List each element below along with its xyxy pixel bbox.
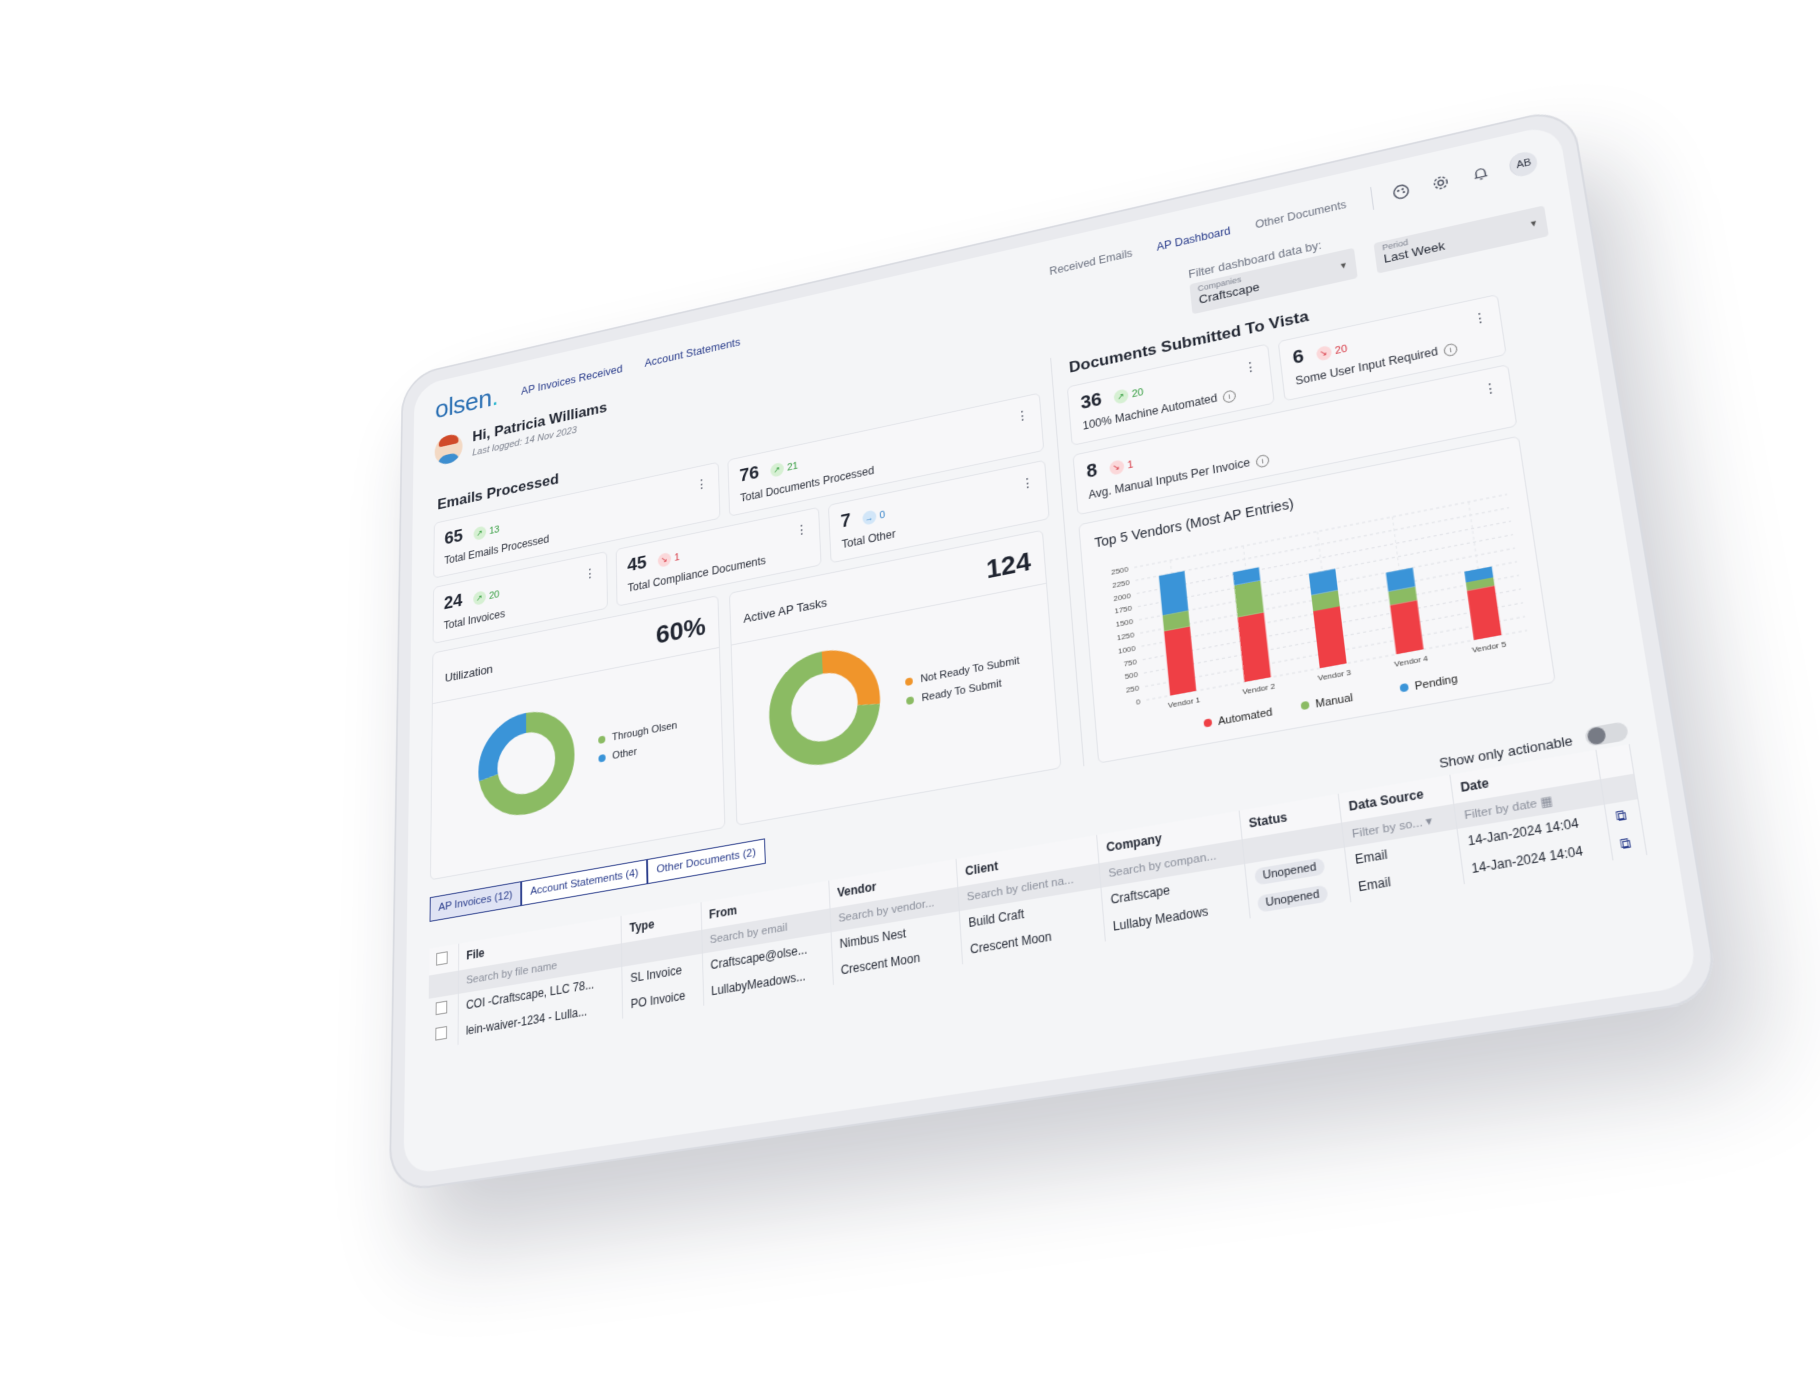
account-avatar[interactable]: AB: [1508, 150, 1539, 179]
vista-column: Documents Submitted To Vista 36 ↗ 20 100%…: [1050, 261, 1556, 766]
trend-badge: ↗ 20: [473, 588, 499, 607]
y-tick-label: 1750: [1114, 604, 1132, 616]
actionable-toggle[interactable]: [1584, 721, 1629, 747]
trend-up-icon: ↗: [770, 462, 784, 478]
tablet-device: olsen. AP Invoices Received Account Stat…: [389, 106, 1721, 1194]
trend-badge: ↘ 1: [1109, 457, 1134, 476]
more-vert-icon[interactable]: ⋮: [1482, 379, 1499, 398]
tasks-legend: Not Ready To Submit Ready To Submit: [905, 647, 1022, 714]
active-ap-tasks-value: 124: [985, 546, 1032, 584]
trend-badge: → 0: [862, 508, 886, 526]
y-tick-label: 2000: [1113, 591, 1131, 603]
trend-badge: ↘ 1: [657, 550, 679, 568]
status-badge: Unopened: [1256, 885, 1328, 913]
legend-swatch-manual: [1301, 701, 1310, 710]
more-vert-icon[interactable]: ⋮: [795, 521, 808, 539]
nav-ap-dashboard[interactable]: AP Dashboard: [1156, 225, 1231, 254]
active-ap-tasks-card: Active AP Tasks 124 Not Ready To Submit …: [729, 530, 1061, 826]
kpi-value: 36: [1080, 389, 1103, 414]
y-tick-label: 2500: [1111, 565, 1129, 577]
kpi-value: 76: [739, 463, 759, 487]
legend-automated: Automated: [1217, 706, 1273, 728]
info-icon[interactable]: i: [1255, 454, 1269, 469]
info-icon[interactable]: i: [1443, 343, 1458, 358]
nav-ap-invoices-received[interactable]: AP Invoices Received: [521, 363, 622, 398]
utilization-card: Utilization 60% Through Olsen Other: [430, 595, 725, 880]
kpi-value: 7: [840, 510, 851, 533]
y-tick-label: 1000: [1118, 643, 1136, 655]
kpi-value: 6: [1292, 346, 1305, 369]
more-vert-icon[interactable]: ⋮: [695, 475, 708, 492]
y-tick-label: 750: [1123, 657, 1137, 669]
utilization-title: Utilization: [445, 661, 493, 684]
tasks-donut: [762, 635, 888, 780]
olsen-logo[interactable]: olsen.: [435, 383, 498, 425]
more-vert-icon[interactable]: ⋮: [584, 565, 596, 582]
bar-automated-2[interactable]: [1238, 612, 1271, 682]
y-tick-label: 0: [1136, 697, 1141, 707]
kpi-value: 45: [627, 553, 647, 577]
bar-manual-2[interactable]: [1234, 580, 1264, 617]
y-tick-label: 1250: [1116, 630, 1134, 642]
legend-pending: Pending: [1414, 673, 1459, 693]
calendar-icon[interactable]: ▦: [1540, 795, 1554, 810]
utilization-donut: [473, 698, 579, 828]
trend-down-icon: ↘: [1315, 345, 1332, 362]
utilization-legend: Through Olsen Other: [598, 713, 678, 773]
info-icon[interactable]: i: [1222, 389, 1236, 403]
x-tick-label: Vendor 5: [1471, 639, 1506, 655]
kpi-value: 65: [444, 526, 463, 550]
y-tick-label: 250: [1126, 683, 1140, 695]
chevron-down-icon: ▼: [1339, 260, 1349, 271]
nav-other-documents[interactable]: Other Documents: [1255, 198, 1347, 231]
trend-down-icon: ↘: [657, 552, 670, 568]
more-vert-icon[interactable]: ⋮: [1243, 358, 1258, 376]
row-checkbox[interactable]: [436, 1001, 448, 1016]
legend-swatch-automated: [1203, 718, 1212, 727]
row-checkbox[interactable]: [435, 1026, 447, 1041]
bell-icon[interactable]: [1468, 162, 1493, 186]
more-vert-icon[interactable]: ⋮: [1472, 309, 1489, 328]
open-external-icon[interactable]: ⧉: [1619, 835, 1632, 853]
bar-automated-3[interactable]: [1313, 606, 1347, 668]
x-tick-label: Vendor 2: [1242, 681, 1276, 696]
user-avatar: [435, 432, 463, 466]
more-vert-icon[interactable]: ⋮: [1015, 407, 1029, 425]
x-tick-label: Vendor 3: [1317, 667, 1351, 682]
nav-account-statements[interactable]: Account Statements: [644, 336, 740, 369]
palette-icon[interactable]: [1389, 180, 1413, 204]
chevron-down-icon: ▼: [1528, 218, 1539, 229]
active-ap-tasks-title: Active AP Tasks: [743, 595, 827, 625]
kpi-value: 24: [444, 591, 463, 615]
trend-up-icon: ↗: [473, 590, 486, 606]
trend-up-icon: ↗: [473, 526, 486, 542]
kpi-value: 8: [1086, 460, 1098, 483]
y-tick-label: 500: [1124, 670, 1138, 682]
legend-swatch-pending: [1399, 683, 1408, 693]
more-vert-icon[interactable]: ⋮: [1020, 474, 1034, 492]
trend-down-icon: ↘: [1109, 459, 1125, 476]
trend-badge: ↘ 20: [1315, 342, 1348, 362]
trend-flat-icon: →: [862, 510, 876, 526]
y-tick-label: 2250: [1112, 578, 1130, 590]
nav-received-emails[interactable]: Received Emails: [1049, 247, 1133, 278]
x-tick-label: Vendor 1: [1168, 695, 1201, 710]
trend-badge: ↗ 20: [1113, 385, 1144, 405]
y-tick-label: 1500: [1115, 617, 1133, 629]
trend-badge: ↗ 21: [770, 459, 798, 478]
gear-icon[interactable]: [1428, 171, 1453, 195]
utilization-value: 60%: [656, 611, 707, 650]
trend-badge: ↗ 13: [473, 523, 499, 541]
x-tick-label: Vendor 4: [1394, 653, 1430, 669]
dashboard-screen: olsen. AP Invoices Received Account Stat…: [403, 123, 1699, 1175]
trend-up-icon: ↗: [1113, 389, 1129, 405]
bar-pending-1[interactable]: [1159, 571, 1189, 615]
legend-other: Other: [612, 746, 637, 762]
legend-manual: Manual: [1315, 692, 1354, 711]
open-external-icon[interactable]: ⧉: [1615, 807, 1628, 825]
